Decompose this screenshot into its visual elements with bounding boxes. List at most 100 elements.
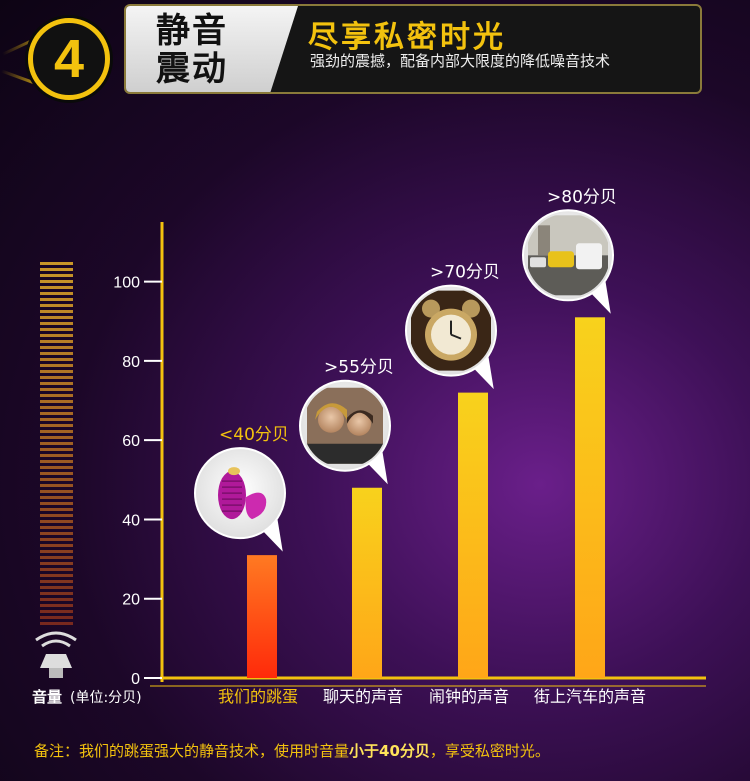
- meter-segment: [40, 460, 73, 463]
- meter-segment: [40, 418, 73, 421]
- taxi: [548, 251, 574, 268]
- header-title: 尽享私密时光: [308, 20, 506, 55]
- meter-segment: [40, 586, 73, 589]
- person-face-left: [318, 406, 344, 433]
- y-tick-label: 40: [122, 512, 140, 529]
- meter-segment: [40, 274, 73, 277]
- car: [530, 257, 546, 268]
- alarm-clock-icon: [411, 290, 491, 371]
- footnote-text: 备注：我们的跳蛋强大的静音技术，使用时音量: [34, 742, 350, 760]
- meter-segment: [40, 388, 73, 391]
- y-axis-title: 音量: [32, 688, 62, 706]
- step-number-badge: 4: [28, 18, 110, 100]
- meter-segment: [40, 514, 73, 517]
- meter-segment: [40, 496, 73, 499]
- x-tick-label: 街上汽车的声音: [534, 687, 646, 706]
- step-number: 4: [53, 29, 85, 89]
- meter-segment: [40, 550, 73, 553]
- bar-3: [458, 392, 488, 678]
- people-clothes: [307, 443, 383, 464]
- meter-segment: [40, 502, 73, 505]
- meter-segment: [40, 310, 73, 313]
- meter-segment: [40, 370, 73, 373]
- clock-bell-left: [422, 299, 440, 318]
- meter-segment: [40, 436, 73, 439]
- bubble-2: [299, 379, 391, 485]
- person-hair-right: [347, 410, 373, 424]
- chatting-people-icon: [307, 387, 383, 464]
- meter-segment: [40, 328, 73, 331]
- footnote-highlight: 小于40分贝: [349, 742, 430, 760]
- header-feature-line2: 震动: [156, 49, 228, 89]
- person-hair-left: [315, 403, 347, 420]
- y-tick-label: 100: [113, 275, 140, 292]
- meter-segment: [40, 568, 73, 571]
- meter-segment: [40, 334, 73, 337]
- meter-segment: [40, 268, 73, 271]
- x-tick-label: 聊天的声音: [323, 687, 403, 706]
- meter-segment: [40, 616, 73, 619]
- meter-segment: [40, 454, 73, 457]
- meter-segment: [40, 580, 73, 583]
- y-tick-label: 0: [131, 671, 140, 688]
- meter-segment: [40, 604, 73, 607]
- bar-2: [352, 487, 382, 678]
- meter-segment: [40, 556, 73, 559]
- y-axis-unit: (单位:分贝): [70, 690, 142, 706]
- meter-segment: [40, 622, 73, 625]
- y-tick-label: 20: [122, 592, 140, 609]
- egg-cap: [228, 467, 240, 476]
- header-left-panel: [126, 6, 298, 92]
- meter-segment: [40, 298, 73, 301]
- meter-segment: [40, 466, 73, 469]
- meter-segment: [40, 448, 73, 451]
- bubble-3: [405, 284, 497, 390]
- meter-segment: [40, 430, 73, 433]
- header-subtitle: 强劲的震撼，配备内部大限度的降低噪音技术: [310, 52, 611, 70]
- header-feature-name: 静音 震动: [156, 12, 228, 88]
- clock-hand-minute: [450, 333, 462, 340]
- meter-segment: [40, 424, 73, 427]
- meter-segment: [40, 478, 73, 481]
- meter-segment: [40, 562, 73, 565]
- van: [576, 243, 602, 270]
- meter-segment: [40, 280, 73, 283]
- egg-product-icon: [218, 467, 267, 520]
- meter-segment: [40, 490, 73, 493]
- meter-segment: [40, 400, 73, 403]
- x-axis-labels: 我们的跳蛋 聊天的声音 闹钟的声音 街上汽车的声音: [218, 687, 646, 706]
- meter-segment: [40, 442, 73, 445]
- meter-segment: [40, 316, 73, 319]
- meter-segment: [40, 508, 73, 511]
- meter-segment: [40, 520, 73, 523]
- building: [538, 225, 550, 256]
- person-face-right: [347, 411, 371, 436]
- bubble-4: [522, 209, 614, 314]
- y-tick-label: 80: [122, 354, 140, 371]
- speaker-icon: [35, 631, 77, 678]
- bubble-1: [194, 447, 286, 552]
- meter-segment: [40, 592, 73, 595]
- meter-segment: [40, 262, 73, 265]
- meter-segment: [40, 358, 73, 361]
- meter-segment: [40, 574, 73, 577]
- meter-segment: [40, 412, 73, 415]
- remote-body: [245, 492, 267, 520]
- bar-value-label: >70分贝: [430, 263, 500, 283]
- meter-segment: [40, 610, 73, 613]
- meter-segment: [40, 484, 73, 487]
- x-tick-label: 我们的跳蛋: [218, 687, 298, 706]
- meter-segment: [40, 472, 73, 475]
- meter-segment: [40, 544, 73, 547]
- meter-segment: [40, 286, 73, 289]
- meter-segment: [40, 292, 73, 295]
- header-feature-line1: 静音: [156, 11, 228, 51]
- bar-value-label: >55分贝: [324, 358, 394, 378]
- meter-segment: [40, 598, 73, 601]
- bars: [247, 317, 605, 678]
- bar-icons: [194, 209, 614, 552]
- header-banner: 静音 震动 尽享私密时光 强劲的震撼，配备内部大限度的降低噪音技术: [124, 4, 702, 94]
- x-tick-label: 闹钟的声音: [429, 687, 509, 706]
- volume-meter-decoration: [40, 262, 73, 625]
